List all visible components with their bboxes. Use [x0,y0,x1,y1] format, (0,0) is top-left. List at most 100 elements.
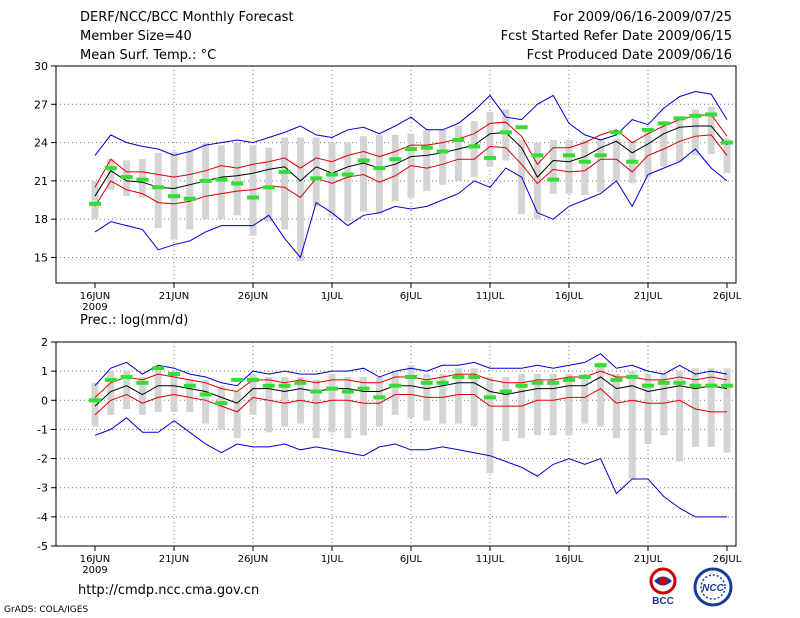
ensemble-box [486,111,494,167]
lower-spread-line [94,134,728,207]
ensemble-box [233,142,241,216]
started-date: Fcst Started Refer Date 2009/06/15 [500,29,732,44]
ensemble-box [375,376,383,427]
observed-marker [689,113,702,118]
observed-marker [152,185,165,190]
footer-url[interactable]: http://cmdp.ncc.cma.gov.cn [78,583,260,598]
observed-marker [199,178,212,183]
produced-date: Fcst Produced Date 2009/06/16 [526,48,732,63]
max-line [94,90,728,156]
precip-title: Prec.: log(mm/d) [80,313,188,328]
x-tick-label: 11JUL [476,554,505,565]
observed-marker [563,377,575,382]
ensemble-box [296,137,304,262]
chart-title: DERF/NCC/BCC Monthly Forecast [80,10,294,25]
y-tick-label: -4 [37,511,48,524]
ensemble-box [439,374,447,424]
observed-marker [247,195,259,200]
observed-marker [136,177,149,182]
ensemble-box [581,140,589,195]
x-tick-label: 21JUL [634,291,663,302]
observed-marker [420,145,433,150]
ensemble-box [107,371,115,415]
observed-marker [420,380,433,385]
x-tick-label: 26JUN [238,291,268,302]
x-tick-label: 26JUL [713,554,742,565]
observed-marker [231,377,244,382]
ensemble-box [265,147,273,222]
observed-marker [373,166,386,171]
ensemble-box [312,137,320,207]
observed-marker [341,172,354,177]
min-line [94,417,727,518]
ensemble-box [439,129,447,185]
observed-marker [373,395,386,400]
observed-marker [436,149,449,154]
x-tick-label: 6JUL [400,554,423,565]
observed-marker [499,130,512,135]
observed-marker [326,386,338,391]
observed-marker [515,125,528,130]
ensemble-box [628,371,636,479]
ensemble-box [281,376,289,427]
observed-marker [642,383,654,388]
observed-marker [215,177,228,182]
ensemble-box [723,138,731,174]
ensemble-box [612,374,620,439]
y-tick-label: 27 [34,98,48,111]
ncc-logo: NCC [693,567,733,607]
forecast-period: For 2009/06/16-2009/07/25 [553,10,732,25]
observed-marker [657,380,670,385]
observed-marker [721,383,733,388]
precipitation-panel: -5 -4 -3 -2 -1 0 1 2 16JUN 21JUN 26JUN 1JUL 6JUL 11JU… [37,313,742,576]
ensemble-box [170,371,178,412]
observed-marker [104,166,117,171]
min-line [94,148,728,259]
x-tick-label: 6JUL [400,291,423,302]
mean-line [94,376,728,407]
ensemble-box [470,368,478,427]
ensemble-box [328,142,336,217]
observed-marker [484,155,496,160]
observed-marker [405,146,417,151]
ensemble-box [486,376,494,474]
ensemble-box [502,109,510,161]
observed-marker [326,172,338,177]
temperature-panel: 15 18 21 24 27 30 16JUN 21JUN 26JUN 1JUL 6JUL 11JUL… [34,60,742,313]
ensemble-box [360,136,368,212]
observed-marker [357,158,370,163]
observed-marker [705,383,718,388]
ensemble-box [360,376,368,436]
observed-marker [531,153,544,158]
ensemble-box [676,371,684,462]
observed-marker [563,153,575,158]
ensemble-box [375,134,383,215]
year-label: 2009 [82,565,107,576]
ensemble-box [533,142,541,220]
x-tick-label: 16JUL [555,554,584,565]
observed-marker [136,380,149,385]
plot-frame [55,65,737,284]
observed-marker [689,383,702,388]
observed-marker [262,383,275,388]
y-tick-label: 21 [34,175,48,188]
observed-marker [547,177,560,182]
observed-marker [405,374,417,379]
observed-marker [673,116,686,121]
ensemble-box [391,371,399,415]
observed-marker [610,377,623,382]
ensemble-box [660,125,668,167]
ensemble-box [281,137,289,230]
ensemble-box [217,385,225,430]
observed-marker [642,127,654,132]
x-tick-label: 26JUN [238,554,268,565]
observed-marker [310,176,323,181]
ensemble-box [691,368,699,447]
observed-marker [452,138,465,143]
ensemble-box [502,376,510,442]
ensemble-box [691,109,699,156]
ensemble-box [186,379,194,412]
member-size: Member Size=40 [80,29,192,44]
x-tick-label: 11JUL [476,291,505,302]
